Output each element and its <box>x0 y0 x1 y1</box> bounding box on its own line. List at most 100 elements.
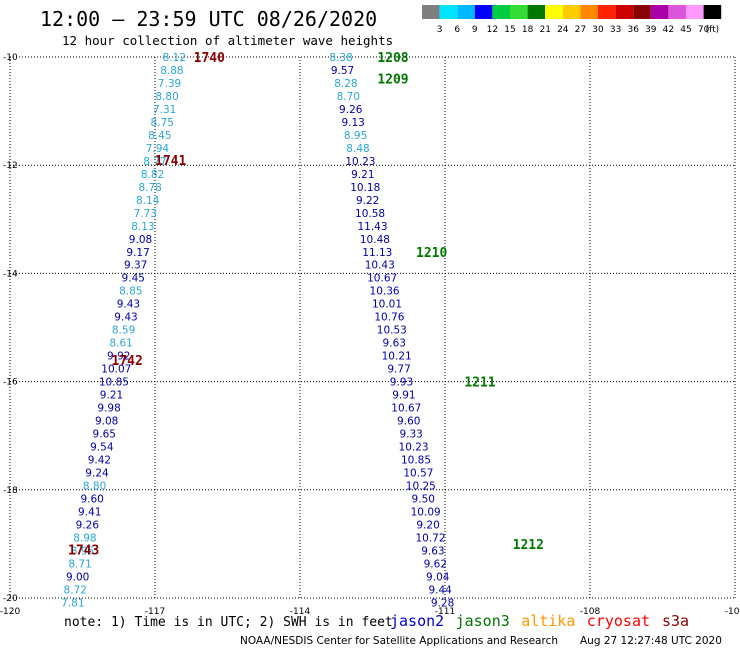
wave-height-value: 8.72 <box>64 584 87 596</box>
colorbar-swatch <box>492 5 510 19</box>
colorbar-label: 27 <box>575 25 586 35</box>
wave-height-value: 9.63 <box>421 545 444 557</box>
wave-height-value: 8.71 <box>68 558 91 570</box>
wave-height-value: 9.44 <box>428 584 452 596</box>
colorbar-swatch <box>457 5 475 19</box>
wave-height-value: 9.21 <box>351 169 374 181</box>
wave-height-value: 8.12 <box>163 52 186 64</box>
colorbar-label: 30 <box>592 25 604 35</box>
wave-height-value: 9.93 <box>390 377 413 389</box>
colorbar-swatch <box>633 5 651 19</box>
x-tick-label: -120 <box>0 607 20 617</box>
wave-height-value: 7.31 <box>153 104 176 116</box>
x-tick-label: -117 <box>145 607 165 617</box>
wave-height-value: 8.80 <box>155 91 178 103</box>
colorbar-swatch <box>668 5 686 19</box>
wave-height-value: 8.61 <box>109 338 132 350</box>
colorbar-label: 45 <box>680 25 691 35</box>
wave-height-value: 9.57 <box>331 65 354 77</box>
pass-label: 1742 <box>112 354 143 369</box>
wave-height-value: 10.58 <box>355 208 385 220</box>
wave-height-value: 9.60 <box>397 416 420 428</box>
wave-height-value: 9.24 <box>85 467 109 479</box>
colorbar-label: 15 <box>504 25 515 35</box>
pass-label: 1740 <box>194 51 225 66</box>
colorbar-swatch <box>562 5 581 19</box>
axis-ticks: -120 -117 -114 -111 -108 -105 -10 -12 -14 -16 -18 -… <box>0 53 740 617</box>
wave-height-value: 10.57 <box>403 467 433 479</box>
wave-height-value: 8.45 <box>148 130 171 142</box>
colorbar-label: 18 <box>522 25 534 35</box>
wave-height-value: 10.23 <box>345 156 375 168</box>
wave-height-value: 8.88 <box>160 65 183 77</box>
wave-height-value: 7.39 <box>158 78 181 90</box>
colorbar-swatch <box>703 5 722 19</box>
wave-height-value: 10.85 <box>99 377 129 389</box>
x-tick-label: -108 <box>580 607 601 617</box>
y-tick-label: -18 <box>3 486 18 496</box>
colorbar-label: 36 <box>627 25 639 35</box>
wave-height-value: 7.73 <box>134 208 157 220</box>
wave-height-value: 10.48 <box>360 234 390 246</box>
data-points: 8.128.887.398.807.318.758.457.948.778.82… <box>61 52 454 609</box>
wave-height-value: 8.13 <box>131 221 154 233</box>
pass-label: 1208 <box>377 51 408 66</box>
colorbar-label: 21 <box>539 25 550 35</box>
wave-height-value: 8.78 <box>138 182 161 194</box>
colorbar: 3 6 9 12 15 18 21 24 27 30 33 36 39 42 45 70(ft) <box>422 5 722 35</box>
colorbar-label: 24 <box>557 25 569 35</box>
wave-height-value: 10.07 <box>101 364 131 376</box>
wave-height-value: 11.43 <box>357 221 387 233</box>
wave-height-value: 10.53 <box>377 325 407 337</box>
pass-labels: 1740 1741 1742 1743 1208 1209 1210 1211 1212 <box>68 51 544 558</box>
colorbar-label: 12 <box>487 25 498 35</box>
footer-timestamp: Aug 27 12:27:48 UTC 2020 <box>580 635 722 647</box>
colorbar-swatch <box>615 5 634 19</box>
wave-height-value: 9.28 <box>431 597 454 609</box>
y-tick-label: -10 <box>3 53 18 63</box>
wave-height-value: 10.25 <box>406 480 436 492</box>
wave-height-value: 9.43 <box>117 299 140 311</box>
wave-height-value: 10.72 <box>415 532 445 544</box>
wave-height-value: 9.26 <box>339 104 363 116</box>
footer-credit: NOAA/NESDIS Center for Satellite Applica… <box>240 635 558 647</box>
wave-height-value: 10.36 <box>370 286 400 298</box>
wave-height-value: 9.26 <box>76 519 100 531</box>
wave-height-value: 8.75 <box>151 117 174 129</box>
wave-height-value: 9.20 <box>416 519 439 531</box>
colorbar-swatch <box>439 5 458 19</box>
wave-height-value: 10.01 <box>372 299 402 311</box>
pass-label: 1210 <box>416 246 447 261</box>
colorbar-label: 70 <box>698 25 710 35</box>
satellite-name: altika <box>521 612 575 630</box>
colorbar-swatch <box>598 5 616 19</box>
x-tick-label: -111 <box>435 607 455 617</box>
wave-height-value: 9.98 <box>97 403 120 415</box>
wave-height-value: 9.63 <box>383 338 406 350</box>
colorbar-swatch <box>527 5 546 19</box>
wave-height-value: 8.82 <box>141 169 164 181</box>
wave-height-value: 10.67 <box>367 273 397 285</box>
wave-height-value: 8.48 <box>346 143 369 155</box>
colorbar-label: 9 <box>472 25 478 35</box>
chart-subtitle: 12 hour collection of altimeter wave hei… <box>62 33 393 48</box>
wave-height-value: 9.43 <box>114 312 137 324</box>
wave-height-value: 8.38 <box>329 52 352 64</box>
colorbar-label: 42 <box>663 25 674 35</box>
wave-height-value: 8.85 <box>119 286 142 298</box>
wave-height-value: 9.33 <box>399 429 422 441</box>
wave-height-value: 8.95 <box>344 130 367 142</box>
y-tick-label: -12 <box>3 161 18 171</box>
wave-height-value: 9.21 <box>100 390 123 402</box>
x-tick-label: -105 <box>725 607 740 617</box>
colorbar-label: 3 <box>437 25 443 35</box>
wave-height-value: 8.98 <box>73 532 96 544</box>
colorbar-label: 33 <box>610 25 621 35</box>
satellite-name: s3a <box>662 612 689 630</box>
colorbar-swatch <box>545 5 563 19</box>
wave-height-value: 10.76 <box>374 312 404 324</box>
satellite-name: jason3 <box>456 612 510 630</box>
wave-height-value: 9.54 <box>90 442 114 454</box>
grid-lines <box>9 56 736 599</box>
